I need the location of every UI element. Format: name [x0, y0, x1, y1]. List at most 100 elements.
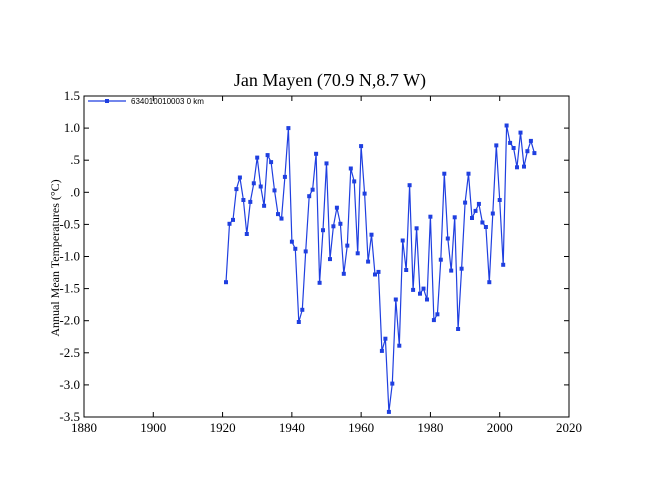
data-point — [293, 246, 298, 251]
data-point — [515, 165, 519, 170]
data-point — [421, 286, 426, 291]
data-point — [286, 126, 291, 131]
legend-marker — [105, 99, 109, 103]
data-point — [241, 198, 246, 202]
data-point — [373, 272, 377, 277]
data-point — [224, 280, 228, 285]
data-point — [386, 409, 391, 414]
data-point — [265, 153, 270, 158]
data-point — [334, 205, 339, 210]
data-point — [359, 144, 364, 149]
data-point — [282, 174, 287, 179]
data-point — [279, 216, 284, 221]
data-point — [310, 187, 315, 192]
data-point — [508, 140, 513, 145]
data-point — [397, 343, 402, 348]
data-point — [522, 164, 526, 169]
y-tick-label: 1.5 — [64, 88, 80, 103]
data-point — [428, 214, 433, 219]
data-point — [237, 175, 242, 180]
data-point — [528, 138, 533, 143]
data-point — [348, 166, 353, 171]
data-point — [352, 179, 357, 184]
data-point — [473, 208, 478, 213]
data-point — [276, 212, 280, 217]
data-point — [317, 280, 322, 285]
data-point — [300, 307, 305, 312]
data-point — [331, 224, 336, 229]
y-tick-label: -0.5 — [59, 216, 80, 231]
y-tick-label: -3.0 — [59, 377, 80, 392]
chart-title: Jan Mayen (70.9 N,8.7 W) — [234, 70, 426, 91]
data-point — [463, 200, 468, 205]
data-point — [404, 268, 409, 272]
data-point — [452, 215, 457, 220]
data-point — [407, 183, 412, 188]
data-point — [411, 287, 416, 292]
y-tick-label: .5 — [70, 152, 80, 167]
y-tick-label: .0 — [70, 184, 80, 199]
y-axis-label: Annual Mean Temperatures (°C) — [48, 179, 62, 336]
data-point — [425, 297, 429, 302]
data-point — [459, 266, 464, 271]
data-point — [383, 336, 388, 341]
x-tick-label: 1900 — [140, 420, 166, 435]
data-point — [324, 161, 329, 166]
data-point — [328, 257, 332, 262]
x-tick-label: 1940 — [279, 420, 305, 435]
data-point — [480, 220, 485, 225]
data-point — [466, 171, 471, 176]
data-point — [262, 203, 267, 208]
y-tick-label: -1.5 — [59, 281, 80, 296]
data-point — [244, 232, 249, 236]
y-tick-label: -3.5 — [59, 409, 80, 424]
data-point — [321, 228, 325, 233]
data-point — [255, 155, 260, 160]
data-point — [456, 327, 461, 331]
x-tick-label: 1980 — [417, 420, 443, 435]
data-point — [296, 320, 301, 324]
data-point — [414, 226, 419, 231]
data-point — [438, 257, 443, 262]
series-layer — [224, 123, 537, 414]
data-point — [379, 348, 384, 353]
data-point — [289, 239, 294, 244]
data-point — [338, 221, 343, 226]
data-point — [355, 251, 360, 256]
data-point — [251, 181, 256, 186]
x-tick-label: 2020 — [556, 420, 582, 435]
legend-label: 634010010003 0 km — [131, 97, 204, 106]
series-line — [225, 125, 535, 412]
data-point — [431, 318, 436, 323]
data-point — [532, 151, 537, 156]
data-point — [369, 232, 374, 237]
data-point — [497, 198, 502, 202]
data-point — [501, 262, 506, 267]
data-point — [490, 211, 495, 216]
data-point — [231, 217, 235, 222]
data-point — [449, 268, 454, 273]
x-tick-label: 1880 — [71, 420, 97, 435]
y-tick-label: -2.0 — [59, 313, 80, 328]
x-tick-label: 2000 — [487, 420, 513, 435]
y-tick-label: 1.0 — [64, 120, 80, 135]
y-tick-label: -1.0 — [59, 249, 80, 264]
x-axis: 1880 1900 1920 1940 1960 1980 2000 2020 — [71, 96, 582, 435]
data-point — [393, 297, 398, 302]
data-point — [504, 123, 509, 128]
data-point — [435, 312, 440, 317]
data-point — [227, 221, 232, 226]
data-point — [341, 271, 346, 276]
y-axis: -3.5 -3.0 -2.5 -2.0 -1.5 -1.0 -0.5 .0 .5 1.0 1.5 — [59, 88, 569, 424]
data-point — [470, 216, 474, 220]
data-point — [269, 160, 274, 165]
data-point — [345, 243, 350, 248]
data-point — [303, 249, 308, 254]
data-point — [248, 199, 253, 204]
data-point — [314, 151, 319, 156]
data-point — [511, 146, 516, 150]
data-point — [366, 259, 371, 264]
data-point — [258, 184, 263, 189]
data-point — [494, 143, 499, 148]
